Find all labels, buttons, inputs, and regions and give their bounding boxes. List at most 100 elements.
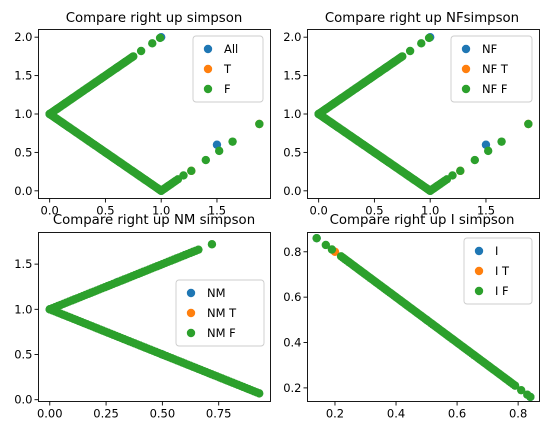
panel-3-x-tick-label: 0.75 xyxy=(206,407,232,421)
panel-4-series-3-point xyxy=(510,381,520,390)
panel-1-legend-label: T xyxy=(223,62,232,76)
panel-1-series-3-point xyxy=(228,137,237,146)
panel-3-legend-label: NM F xyxy=(207,326,236,340)
panel-1-series-3-point xyxy=(214,146,224,156)
panel-4-legend-label: I xyxy=(495,244,498,258)
panel-1-x-tick-label: 0.0 xyxy=(41,204,59,218)
panel-2-series-3-point xyxy=(424,33,434,43)
panel-3-series-3-point xyxy=(255,389,264,398)
panel-2-series-3-point xyxy=(398,52,407,61)
panel-1: Compare right up simpson 0.0 0.5 1.0 1.50.0… xyxy=(14,11,271,218)
panel-2-legend-box xyxy=(450,35,533,103)
panel-1-series-3-point xyxy=(255,119,264,129)
panel-1-series-3-point xyxy=(187,166,196,176)
panel-3-x-tick-label: 0.25 xyxy=(93,407,119,421)
panel-1-series-3-point xyxy=(201,155,211,165)
panel-2-series-3-point xyxy=(524,119,533,129)
panel-1-legend-box xyxy=(192,35,264,103)
panel-3-y-tick-label: 0.0 xyxy=(14,393,32,407)
panel-4-title: Compare right up I simpson xyxy=(330,213,515,228)
panel-2-x-tick-label: 0.5 xyxy=(365,204,383,218)
panel-2-title: Compare right up NFsimpson xyxy=(325,11,519,26)
panel-3-legend-marker xyxy=(186,288,196,298)
panel-4-legend: I I T I F xyxy=(463,237,533,305)
panel-2-series-3-point xyxy=(448,171,457,180)
panel-1-x-tick-label: 0.5 xyxy=(96,204,114,218)
panel-3-legend-marker xyxy=(186,308,196,318)
panel-4-x-tick-label: 0.8 xyxy=(509,407,527,421)
panel-2-x-tick-label: 1.0 xyxy=(421,204,439,218)
panel-2-series-3-point xyxy=(470,155,480,165)
panel-1-x-tick-label: 1.0 xyxy=(152,204,170,218)
panel-4: 0.2 0.4 0.6 0.8 0.2 0.4 0.6 0.8 I I T I F Compare… xyxy=(283,213,540,421)
panel-2-ticks: 0.0 0.5 1.0 1.5 0.0 0.5 1.0 1.5 2.0 xyxy=(283,30,495,217)
panel-3-title: Compare right up NM simpson xyxy=(53,213,255,228)
panel-4-x-tick-label: 0.4 xyxy=(387,407,405,421)
panel-1-legend-marker xyxy=(203,64,213,74)
panel-4-y-tick-label: 0.4 xyxy=(283,336,301,350)
panel-4-series-3-point xyxy=(321,240,331,250)
panel-1-series-3-point xyxy=(179,171,188,180)
panel-2-legend-label: NF F xyxy=(482,82,508,96)
panel-2-y-tick-label: 0.5 xyxy=(283,145,301,159)
panel-1-series-3-point xyxy=(129,52,138,61)
panel-3-ticks: 0.00 0.25 0.50 0.75 0.0 0.5 1.0 1.5 xyxy=(14,257,231,420)
panel-1-marks xyxy=(45,32,264,196)
panel-3-y-tick-label: 0.5 xyxy=(14,348,32,362)
panel-4-legend-marker xyxy=(474,266,484,276)
panel-1-y-tick-label: 0.5 xyxy=(14,145,32,159)
panel-3-y-tick-label: 1.0 xyxy=(14,302,32,316)
panel-4-legend-marker xyxy=(474,286,484,296)
panel-4-y-tick-label: 0.6 xyxy=(283,290,301,304)
panel-4-legend-marker xyxy=(474,246,484,256)
panel-2: Compare right up NFsimpson 0.0 0.5 1.0 1.50… xyxy=(283,11,540,218)
panel-1-y-tick-label: 2.0 xyxy=(14,30,32,44)
panel-3-y-tick-label: 1.5 xyxy=(14,257,32,271)
panel-3-legend-box xyxy=(175,279,265,347)
panel-3-marks xyxy=(45,240,264,398)
panel-4-series-3-point xyxy=(312,233,321,243)
panel-3-legend-label: NM T xyxy=(207,306,237,320)
panel-2-y-tick-label: 1.5 xyxy=(283,69,301,83)
panel-3-x-tick-label: 0.00 xyxy=(37,407,63,421)
panel-2-series-3-point xyxy=(456,166,465,176)
panel-2-y-tick-label: 0.0 xyxy=(283,184,301,198)
panel-1-series-3-point xyxy=(155,33,165,43)
panel-4-series-3-point xyxy=(516,385,526,395)
panel-2-legend-marker xyxy=(461,64,471,74)
panel-1-legend-marker xyxy=(203,44,213,54)
panel-2-y-tick-label: 2.0 xyxy=(283,30,301,44)
panel-3-legend-label: NM xyxy=(207,286,226,300)
panel-4-legend-label: I T xyxy=(495,264,510,278)
panel-3-series-3-point xyxy=(207,240,217,249)
panel-2-legend-label: NF xyxy=(482,42,497,56)
panel-2-legend-marker xyxy=(461,84,471,94)
panel-2-legend-marker xyxy=(461,44,471,54)
panel-1-series-3-point xyxy=(136,46,146,56)
panel-3-x-tick-label: 0.50 xyxy=(150,407,176,421)
panel-1-title: Compare right up simpson xyxy=(66,11,243,26)
panel-4-x-tick-label: 0.6 xyxy=(448,407,466,421)
panel-2-series-3-point xyxy=(483,146,493,156)
panel-4-y-tick-label: 0.8 xyxy=(283,245,301,259)
panel-1-legend-marker xyxy=(203,84,213,94)
panel-1-legend-label: F xyxy=(224,82,231,96)
panel-2-legend: NF NF T NF F xyxy=(450,35,533,103)
panel-4-marks xyxy=(312,233,535,402)
panel-1-series-3-point xyxy=(148,39,157,48)
panel-4-series-3-point xyxy=(526,392,535,402)
panel-2-series-3-point xyxy=(497,137,506,146)
panel-2-marks xyxy=(314,32,533,196)
panel-1-legend-label: All xyxy=(224,42,238,56)
panel-4-legend-label: I F xyxy=(495,284,509,298)
panel-2-x-tick-label: 1.5 xyxy=(477,204,495,218)
panel-2-y-tick-label: 1.0 xyxy=(283,107,301,121)
panel-2-x-tick-label: 0.0 xyxy=(310,204,328,218)
panel-3-axes-frame xyxy=(38,232,271,402)
panel-3-series-3-point xyxy=(194,245,203,254)
panel-3-legend-marker xyxy=(186,328,196,338)
panel-1-ticks: 0.0 0.5 1.0 1.5 0.0 0.5 1.0 1.5 2.0 xyxy=(14,30,226,217)
panel-4-axes-frame xyxy=(307,232,540,402)
